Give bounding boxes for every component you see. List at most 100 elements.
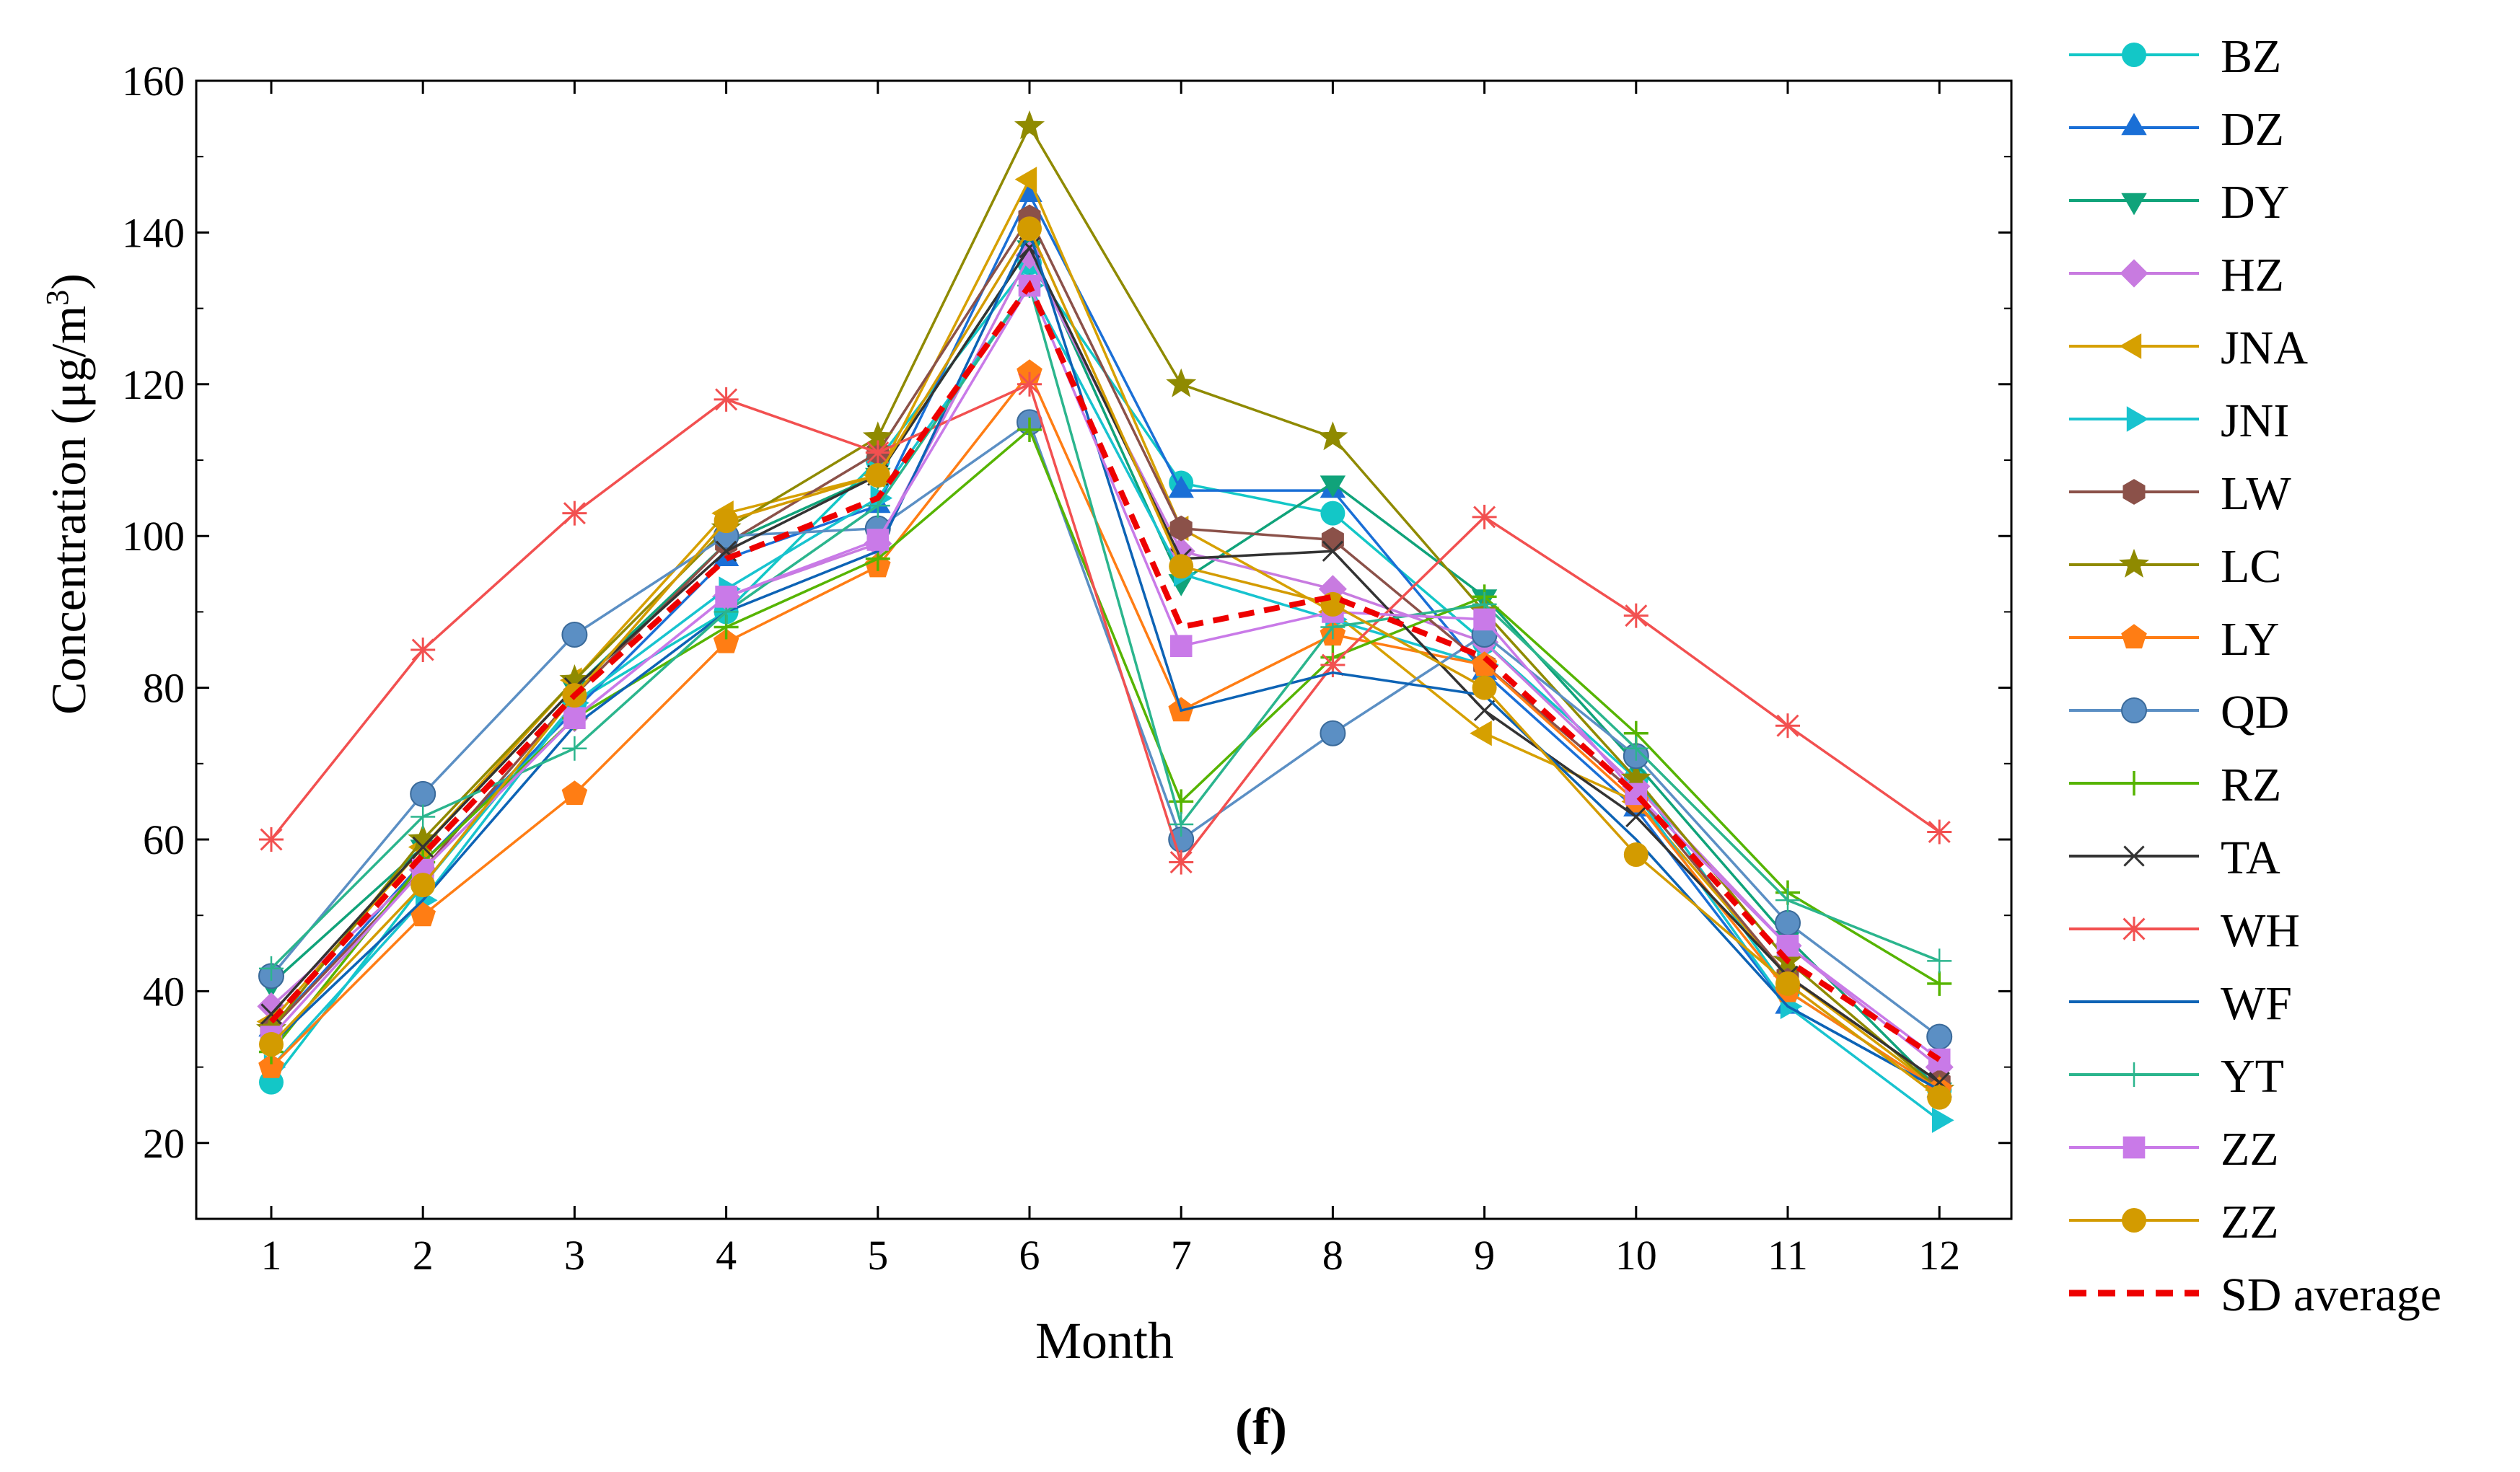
series-wh-12 — [259, 371, 1952, 875]
legend-label: LY — [2221, 613, 2279, 666]
x-tick-label: 4 — [716, 1232, 737, 1279]
data-point-stroke — [1625, 604, 1648, 627]
x-tick-label: 3 — [564, 1232, 585, 1279]
data-point — [410, 780, 436, 807]
legend-marker — [2121, 113, 2147, 136]
data-point — [259, 956, 284, 981]
y-tick-label: 60 — [143, 816, 185, 863]
series-line — [270, 420, 1941, 1038]
data-point — [1169, 850, 1194, 875]
data-point — [1169, 635, 1193, 658]
legend-label: YT — [2221, 1050, 2284, 1103]
legend-label: HZ — [2221, 249, 2284, 301]
x-tick-label: 6 — [1019, 1232, 1040, 1279]
data-point — [1168, 475, 1194, 498]
series-layer — [256, 110, 1955, 1133]
data-point-stroke — [563, 502, 586, 525]
legend-item: ZZ — [2069, 1123, 2279, 1176]
data-point — [870, 485, 893, 511]
data-point-stroke — [1625, 806, 1647, 828]
series-line — [270, 382, 1941, 865]
legend-marker — [2122, 1208, 2146, 1233]
data-point — [408, 823, 439, 852]
data-point — [1471, 651, 1498, 676]
x-tick-label: 9 — [1474, 1232, 1495, 1279]
legend: BZ DZ DY HZ JNA JNI LW LC LY QD RZ TA WH WF YT ZZ ZZ SD a… — [2069, 30, 2441, 1321]
legend-item: JNI — [2069, 395, 2289, 447]
data-point — [1926, 1023, 1953, 1050]
x-tick-label: 11 — [1768, 1232, 1808, 1279]
data-point — [1623, 736, 1648, 761]
legend-item: RZ — [2069, 759, 2281, 811]
data-point-stroke — [1169, 851, 1193, 874]
y-axis-title-close: ) — [41, 273, 96, 290]
data-point-stroke — [715, 540, 737, 562]
legend-marker — [2121, 624, 2147, 649]
data-point — [559, 664, 590, 693]
y-tick-label: 40 — [143, 968, 185, 1015]
data-point — [1320, 720, 1346, 746]
data-point-stroke — [1018, 373, 1041, 396]
data-point-stroke — [1322, 540, 1344, 562]
data-point — [1014, 110, 1045, 139]
legend-marker — [2122, 479, 2146, 505]
legend-label: JNA — [2221, 322, 2308, 374]
y-axis-title-superscript: 3 — [40, 290, 75, 306]
data-point — [1775, 909, 1801, 936]
data-point-stroke — [866, 441, 890, 464]
data-point — [562, 501, 587, 526]
data-point — [1623, 603, 1648, 628]
series-line — [270, 370, 1941, 1091]
data-point-stroke — [1473, 700, 1496, 721]
data-point — [1927, 948, 1952, 974]
data-point — [412, 836, 434, 858]
x-axis-title: Month — [1035, 1312, 1174, 1370]
data-point — [1320, 501, 1345, 526]
legend-marker — [2123, 845, 2145, 867]
x-tick-label: 10 — [1615, 1232, 1657, 1279]
legend-marker — [2122, 1062, 2146, 1087]
y-tick-label: 160 — [122, 58, 185, 105]
legend-label: RZ — [2221, 759, 2281, 811]
legend-item: ZZ — [2069, 1196, 2279, 1248]
data-point — [1322, 540, 1344, 562]
series-line — [270, 283, 1941, 1121]
x-tick-label: 5 — [867, 1232, 888, 1279]
legend-label: LW — [2221, 467, 2291, 520]
legend-marker — [2122, 771, 2146, 796]
data-point-stroke — [1928, 820, 1951, 843]
data-point — [259, 1032, 284, 1057]
legend-item: LY — [2069, 613, 2279, 666]
x-tick-label: 1 — [261, 1232, 282, 1279]
legend-marker — [2122, 917, 2146, 941]
data-point — [1169, 515, 1193, 542]
legend-marker — [2121, 697, 2147, 723]
data-point — [1775, 971, 1800, 996]
data-point-stroke — [411, 638, 434, 661]
legend-label: WH — [2221, 904, 2300, 957]
data-point-stroke — [715, 388, 738, 411]
legend-label: TA — [2221, 832, 2280, 884]
data-point — [866, 529, 890, 551]
legend-label: LC — [2221, 540, 2281, 593]
data-point — [1169, 554, 1194, 579]
legend-item: WH — [2069, 904, 2300, 957]
data-point — [1472, 504, 1497, 529]
legend-item: SD average — [2069, 1269, 2441, 1321]
legend-item: YT — [2069, 1050, 2284, 1103]
data-point — [561, 621, 588, 648]
y-axis-title-main: Concentration (μg/m — [41, 306, 96, 715]
x-tick-label: 2 — [413, 1232, 434, 1279]
series-line-dashed — [269, 279, 1941, 1062]
legend-item: TA — [2069, 832, 2280, 884]
legend-label: JNI — [2221, 395, 2289, 447]
series-line — [270, 244, 1941, 1084]
legend-item: LC — [2069, 540, 2281, 593]
data-point-stroke — [412, 836, 434, 858]
legend-item: DZ — [2069, 103, 2284, 156]
series-line — [270, 282, 1940, 970]
label-layer: Month Concentration (μg/m3) (f) — [40, 273, 1287, 1455]
data-point — [1166, 368, 1197, 397]
